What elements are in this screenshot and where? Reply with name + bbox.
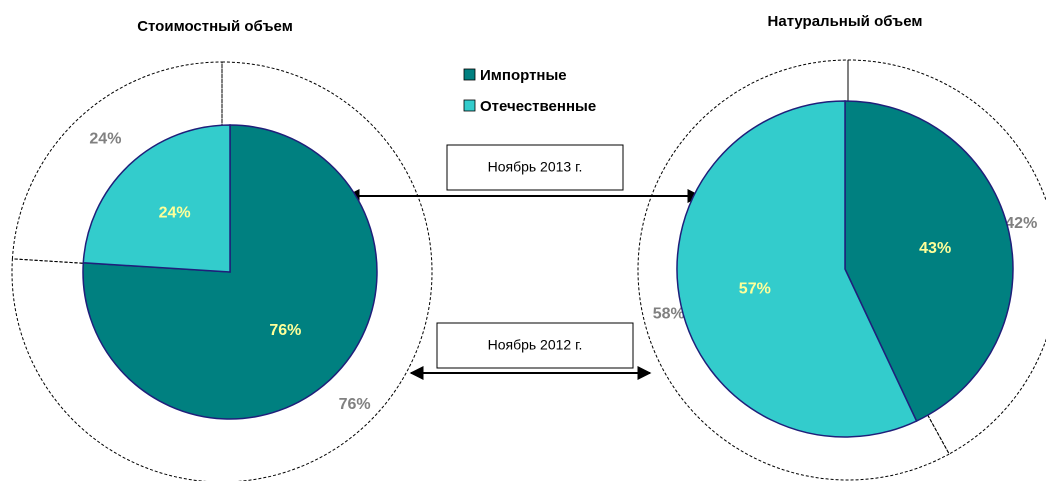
- data-label: 43%: [919, 240, 951, 257]
- pie-slice: [676, 100, 918, 438]
- chart-title: Стоимостный объем: [137, 18, 293, 35]
- data-label: 76%: [339, 396, 371, 413]
- annotation-box: [446, 144, 624, 191]
- legend-label: Отечественные: [480, 98, 596, 115]
- pie-slice-outline: [11, 61, 433, 481]
- annotation: Ноябрь 2012 г.: [488, 337, 583, 353]
- annotation-box: [436, 322, 634, 369]
- data-label: 24%: [159, 204, 191, 221]
- legend-swatch: [463, 68, 476, 81]
- pie-slice: [844, 100, 1014, 423]
- pie-slice-outline: [11, 61, 223, 273]
- data-label: 57%: [739, 280, 771, 297]
- chart-title: Натуральный объем: [768, 13, 923, 30]
- data-label: 42%: [1005, 215, 1037, 232]
- pie-slice-outline: [847, 59, 1046, 455]
- data-label: 76%: [269, 322, 301, 339]
- pie-slice-outline: [637, 59, 950, 481]
- legend-swatch: [463, 99, 476, 112]
- data-label: 24%: [89, 131, 121, 148]
- data-label: 58%: [653, 305, 685, 322]
- pie-slice: [82, 124, 231, 273]
- legend-label: Импортные: [480, 67, 567, 84]
- annotation: Ноябрь 2013 г.: [488, 159, 583, 175]
